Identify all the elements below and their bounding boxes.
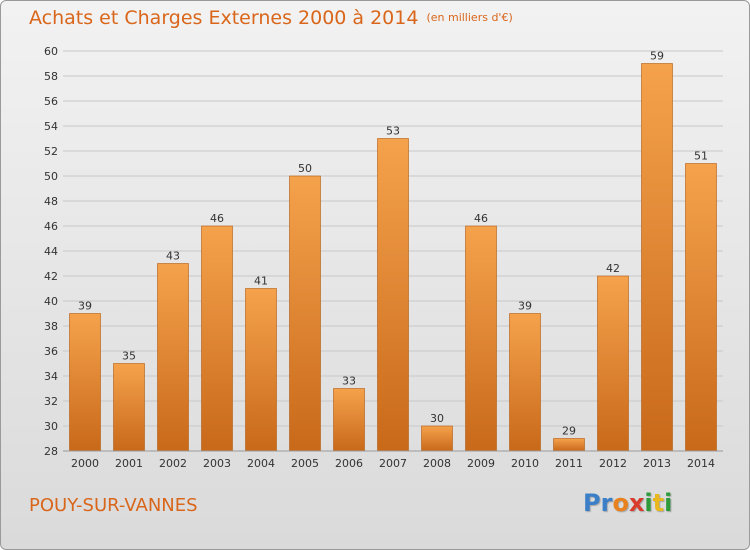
bar-2003 — [201, 225, 233, 452]
y-tick-label: 42 — [44, 270, 58, 283]
y-tick-label: 54 — [44, 120, 58, 133]
logo-letter: i — [644, 489, 653, 517]
x-tick-label: 2011 — [555, 457, 583, 470]
logo-letter: o — [612, 489, 629, 517]
y-tick-label: 38 — [44, 320, 58, 333]
bar-2005 — [289, 175, 321, 452]
chart-title: Achats et Charges Externes 2000 à 2014 (e… — [29, 7, 513, 29]
value-label: 33 — [342, 375, 356, 388]
x-tick-label: 2005 — [291, 457, 319, 470]
logo-letter: r — [600, 489, 613, 517]
y-tick-label: 32 — [44, 395, 58, 408]
y-tick-label: 50 — [44, 170, 58, 183]
value-label: 46 — [210, 212, 224, 225]
x-tick-label: 2003 — [203, 457, 231, 470]
value-labels: 39 35 43 46 41 50 33 53 30 46 39 29 42 59 51 — [78, 50, 708, 438]
value-label: 46 — [474, 212, 488, 225]
value-label: 59 — [650, 50, 664, 63]
chart-unit: (en milliers d'€) — [426, 11, 513, 24]
bar-2009 — [465, 225, 497, 452]
value-label: 53 — [386, 125, 400, 138]
x-tick-label: 2007 — [379, 457, 407, 470]
x-tick-label: 2009 — [467, 457, 495, 470]
logo-letter: i — [664, 489, 673, 517]
bar-2001 — [113, 363, 145, 452]
value-label: 30 — [430, 412, 444, 425]
logo-letter: t — [652, 489, 665, 517]
y-tick-label: 52 — [44, 145, 58, 158]
y-axis-ticks: 28 30 32 34 36 38 40 42 44 46 48 50 52 54 56 58 60 — [44, 45, 58, 458]
value-label: 39 — [518, 300, 532, 313]
bar-2008 — [421, 425, 453, 452]
y-tick-label: 34 — [44, 370, 58, 383]
bar-2010 — [509, 313, 541, 452]
value-label: 35 — [122, 350, 136, 363]
y-tick-label: 36 — [44, 345, 58, 358]
x-tick-label: 2008 — [423, 457, 451, 470]
bar-2011 — [553, 438, 585, 452]
commune-name: POUY-SUR-VANNES — [29, 495, 198, 516]
bar-2004 — [245, 288, 277, 452]
x-tick-label: 2004 — [247, 457, 275, 470]
value-label: 50 — [298, 162, 312, 175]
bars — [69, 63, 717, 452]
x-tick-label: 2001 — [115, 457, 143, 470]
x-tick-label: 2010 — [511, 457, 539, 470]
proxiti-logo: Proxiti — [583, 489, 672, 517]
x-tick-label: 2012 — [599, 457, 627, 470]
y-tick-label: 48 — [44, 195, 58, 208]
y-tick-label: 40 — [44, 295, 58, 308]
y-tick-label: 44 — [44, 245, 58, 258]
y-tick-label: 28 — [44, 445, 58, 458]
x-axis-ticks: 2000 2001 2002 2003 2004 2005 2006 2007 2008 2009… — [71, 457, 715, 470]
x-tick-label: 2000 — [71, 457, 99, 470]
logo-letter: P — [583, 489, 601, 517]
bar-2013 — [641, 63, 673, 452]
bar-2014 — [685, 163, 717, 452]
value-label: 51 — [694, 150, 708, 163]
logo-letter: x — [628, 489, 645, 517]
value-label: 43 — [166, 250, 180, 263]
bar-2006 — [333, 388, 365, 452]
bar-2002 — [157, 263, 189, 452]
x-tick-label: 2014 — [687, 457, 715, 470]
y-tick-label: 56 — [44, 95, 58, 108]
x-tick-label: 2002 — [159, 457, 187, 470]
bar-2012 — [597, 275, 629, 452]
value-label: 39 — [78, 300, 92, 313]
value-label: 29 — [562, 425, 576, 438]
value-label: 42 — [606, 262, 620, 275]
bar-2007 — [377, 138, 409, 452]
chart-title-text: Achats et Charges Externes 2000 à 2014 — [29, 7, 419, 29]
value-label: 41 — [254, 275, 268, 288]
y-tick-label: 58 — [44, 70, 58, 83]
y-tick-label: 60 — [44, 45, 58, 58]
x-tick-label: 2013 — [643, 457, 671, 470]
x-tick-label: 2006 — [335, 457, 363, 470]
y-tick-label: 46 — [44, 220, 58, 233]
y-tick-label: 30 — [44, 420, 58, 433]
bar-2000 — [69, 313, 101, 452]
